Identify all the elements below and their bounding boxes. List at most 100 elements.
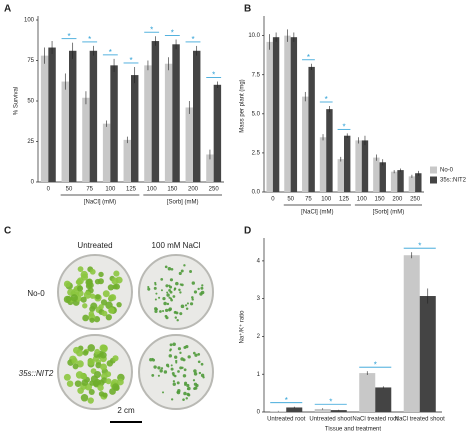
seedling: [97, 379, 105, 387]
seedling: [76, 349, 84, 357]
seedling: [179, 291, 182, 294]
bar: [82, 97, 90, 182]
x-tick-label: NaCl treated root: [352, 417, 398, 423]
seedling: [193, 372, 198, 376]
seedling: [66, 380, 74, 387]
x-tick-label: 100: [147, 187, 158, 193]
seedling: [71, 357, 78, 365]
seedling: [193, 290, 198, 294]
seedling: [151, 357, 154, 360]
significance: *: [329, 397, 332, 406]
seedling: [185, 397, 188, 400]
seedling: [169, 349, 172, 352]
seedling: [102, 392, 108, 398]
seedling: [184, 304, 188, 307]
seedling: [183, 391, 187, 396]
x-tick-label: 100: [105, 187, 116, 193]
seedling: [172, 342, 176, 347]
seedling: [89, 268, 96, 275]
significance: *: [150, 25, 153, 34]
bar: [408, 176, 416, 192]
seedling: [172, 295, 176, 298]
seedling: [197, 360, 201, 364]
seedling: [169, 343, 173, 347]
significance: *: [67, 32, 70, 41]
seedling: [191, 296, 194, 299]
significance: *: [88, 35, 91, 44]
group-label: [Sorb] (mM): [373, 210, 405, 216]
bar: [419, 296, 436, 412]
x-tick-label: 200: [392, 197, 403, 203]
bar: [361, 140, 369, 192]
seedling: [160, 289, 163, 292]
panel-letter: A: [4, 4, 11, 15]
bar: [302, 96, 309, 192]
seedling: [175, 281, 179, 286]
seedling: [178, 288, 181, 292]
seedling: [155, 308, 158, 311]
seedling: [195, 383, 199, 388]
group-label: [Sorb] (mM): [167, 200, 199, 206]
seedling: [157, 366, 161, 370]
significance: *: [325, 95, 328, 104]
y-tick-label: 75: [27, 58, 34, 64]
bar: [359, 373, 376, 412]
seedling: [113, 270, 120, 277]
seedling: [201, 284, 204, 287]
group-label: [NaCl] (mM): [84, 200, 116, 206]
seedling: [93, 370, 102, 379]
x-tick-label: 150: [375, 197, 386, 203]
bar: [69, 50, 77, 182]
y-tick-label: 2: [257, 334, 261, 340]
seedling: [168, 354, 172, 358]
seedling: [198, 371, 202, 375]
x-axis-title: Tissue and treatment: [325, 427, 381, 433]
x-tick-label: 125: [126, 187, 137, 193]
seedling: [82, 303, 88, 309]
seedling: [161, 309, 165, 313]
x-tick-label: 200: [188, 187, 199, 193]
seedling: [83, 291, 92, 299]
seedling: [95, 362, 102, 369]
seedling: [175, 359, 178, 363]
seedling: [153, 365, 157, 369]
seedling: [176, 319, 179, 322]
panel-letter: D: [244, 226, 251, 237]
seedling: [197, 287, 200, 291]
seedling: [166, 302, 170, 306]
seedling: [191, 298, 194, 301]
seedling: [179, 283, 182, 286]
seedling: [101, 310, 108, 317]
seedling: [165, 284, 169, 288]
x-tick-label: 150: [167, 187, 178, 193]
seedling: [99, 344, 107, 352]
panel-letter: B: [244, 4, 251, 15]
seedling: [70, 294, 78, 302]
seedling: [174, 316, 177, 319]
seedling: [163, 370, 168, 374]
y-tick-label: 7.5: [252, 72, 261, 78]
seedling: [182, 374, 187, 378]
seedling: [157, 374, 160, 377]
seedling: [162, 297, 166, 301]
seedling: [102, 290, 110, 298]
seedling: [186, 383, 190, 388]
seedling: [63, 280, 71, 288]
seedling: [112, 355, 119, 362]
seedling: [105, 378, 112, 385]
seedling: [192, 379, 196, 382]
seedling: [153, 286, 157, 290]
seedling: [155, 292, 158, 295]
seedling: [97, 384, 104, 391]
bar: [144, 65, 152, 182]
seedling: [183, 346, 187, 349]
bar: [286, 407, 303, 412]
seedling: [174, 310, 177, 314]
x-tick-label: 0: [47, 187, 51, 193]
seedling: [72, 363, 79, 370]
group-label: [NaCl] (mM): [301, 210, 333, 216]
bar: [390, 171, 398, 192]
seedling: [77, 285, 84, 292]
seedling: [180, 304, 185, 309]
seedling: [164, 265, 168, 269]
